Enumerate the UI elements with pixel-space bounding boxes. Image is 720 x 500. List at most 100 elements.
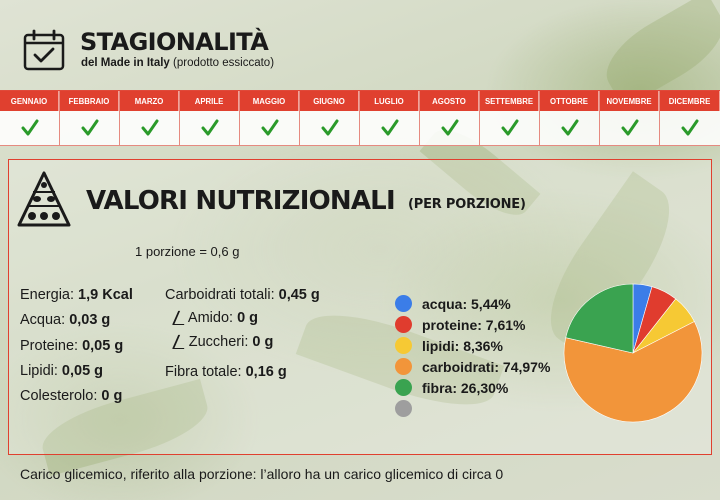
subtitle-rest: (prodotto essiccato) <box>173 57 275 69</box>
month-availability <box>0 111 59 146</box>
month-availability <box>60 111 119 146</box>
legend-label: lipidi: 8,36% <box>422 337 503 354</box>
month-column: GIUGNO <box>300 91 360 146</box>
nutrient-sugars: ⎳ Zuccheri: 0 g <box>172 333 273 351</box>
month-column: MARZO <box>120 91 180 146</box>
pie-slice <box>565 283 634 354</box>
checkmark-icon <box>441 119 458 136</box>
month-label: SETTEMBRE <box>480 91 539 111</box>
nutrient-value: 0,03 g <box>69 312 111 328</box>
nutrient-cholesterol: Colesterolo: 0 g <box>20 387 122 405</box>
legend-entry: fibra: 26,30% <box>395 377 550 398</box>
nutrient-label: Carboidrati totali: <box>165 287 275 303</box>
legend-swatch <box>395 316 412 333</box>
month-column: AGOSTO <box>420 91 480 146</box>
month-availability <box>420 111 479 146</box>
month-label: AGOSTO <box>420 91 479 111</box>
legend-entry <box>395 398 550 419</box>
nutrient-carbs-total: Carboidrati totali: 0,45 g <box>165 286 320 304</box>
month-availability <box>660 111 720 146</box>
calendar-check-icon <box>23 29 65 71</box>
nutrient-value: 0 g <box>237 310 259 326</box>
nutrient-label: Lipidi: <box>20 363 58 379</box>
month-column: SETTEMBRE <box>480 91 540 146</box>
nutrient-fiber-total: Fibra totale: 0,16 g <box>165 363 287 381</box>
legend-swatch <box>395 400 412 417</box>
month-column: LUGLIO <box>360 91 420 146</box>
month-label: NOVEMBRE <box>600 91 659 111</box>
month-availability <box>300 111 359 146</box>
nutrient-value: 0 g <box>252 334 274 350</box>
nutrient-value: 0 g <box>101 388 123 404</box>
legend-label: acqua: 5,44% <box>422 295 511 312</box>
pie-legend: acqua: 5,44% proteine: 7,61% lipidi: 8,36%… <box>395 293 550 419</box>
month-availability <box>600 111 659 146</box>
month-column: NOVEMBRE <box>600 91 660 146</box>
checkmark-icon <box>621 119 638 136</box>
month-label: OTTOBRE <box>540 91 599 111</box>
nutrient-value: 0,05 g <box>61 363 104 379</box>
checkmark-icon <box>141 119 158 136</box>
months-table: GENNAIO FEBBRAIO MARZO APRILE MAGGIO GIUGNO LU… <box>0 90 720 146</box>
month-column: MAGGIO <box>240 91 300 146</box>
legend-label: proteine: 7,61% <box>422 316 526 333</box>
legend-label: carboidrati: 74,97% <box>422 358 551 375</box>
subtitle-bold: del Made in Italy <box>81 57 170 69</box>
month-column: OTTOBRE <box>540 91 600 146</box>
month-availability <box>120 111 179 146</box>
month-label: GENNAIO <box>0 91 59 111</box>
nutrient-label: Energia: <box>20 287 75 303</box>
checkmark-icon <box>81 119 98 136</box>
legend-swatch <box>395 337 412 354</box>
glycemic-load-note: Carico glicemico, riferito alla porzione… <box>20 466 504 482</box>
page-title: STAGIONALITÀ <box>80 28 269 56</box>
month-availability <box>240 111 299 146</box>
nutrient-label: Acqua: <box>20 312 66 328</box>
composition-pie-chart <box>563 283 703 423</box>
pie-slice <box>563 321 703 423</box>
checkmark-icon <box>561 119 578 136</box>
nutrient-label: Zuccheri: <box>188 334 249 350</box>
nutrient-energy: Energia: 1,9 Kcal <box>20 286 133 304</box>
checkmark-icon <box>501 119 518 136</box>
sub-item-marker: ⎳ <box>172 334 185 350</box>
legend-swatch <box>395 358 412 375</box>
legend-entry: acqua: 5,44% <box>395 293 550 314</box>
nutrient-label: Amido: <box>187 310 234 326</box>
seasonality-header: STAGIONALITÀ del Made in Italy (prodotto… <box>18 24 378 76</box>
page-subtitle: del Made in Italy (prodotto essiccato) <box>81 57 274 69</box>
nutrition-title: VALORI NUTRIZIONALI <box>86 186 396 216</box>
nutrient-value: 0,05 g <box>82 338 124 354</box>
checkmark-icon <box>321 119 338 136</box>
month-availability <box>540 111 599 146</box>
nutrition-subtitle: (PER PORZIONE) <box>408 197 526 212</box>
month-label: MAGGIO <box>240 91 299 111</box>
legend-swatch <box>395 379 412 396</box>
month-column: APRILE <box>180 91 240 146</box>
sub-item-marker: ⎳ <box>172 310 185 326</box>
checkmark-icon <box>681 119 699 136</box>
month-label: APRILE <box>180 91 239 111</box>
checkmark-icon <box>201 119 218 136</box>
nutrient-label: Fibra totale: <box>165 364 242 380</box>
month-availability <box>180 111 239 146</box>
month-column: GENNAIO <box>0 91 60 146</box>
month-label: DICEMBRE <box>660 91 720 111</box>
nutrient-value: 0,45 g <box>278 287 320 303</box>
month-column: FEBBRAIO <box>60 91 120 146</box>
month-column: DICEMBRE <box>660 91 720 146</box>
month-label: MARZO <box>120 91 179 111</box>
month-availability <box>360 111 419 146</box>
legend-swatch <box>395 295 412 312</box>
nutrient-value: 1,9 Kcal <box>78 287 133 303</box>
legend-entry: carboidrati: 74,97% <box>395 356 550 377</box>
legend-entry: lipidi: 8,36% <box>395 335 550 356</box>
legend-label: fibra: 26,30% <box>422 379 509 396</box>
nutrient-label: Proteine: <box>20 338 79 354</box>
checkmark-icon <box>381 119 398 136</box>
month-availability <box>480 111 539 146</box>
nutrient-water: Acqua: 0,03 g <box>20 311 110 329</box>
checkmark-icon <box>261 119 278 136</box>
month-label: FEBBRAIO <box>60 91 119 111</box>
nutrient-starch: ⎳ Amido: 0 g <box>172 309 258 327</box>
